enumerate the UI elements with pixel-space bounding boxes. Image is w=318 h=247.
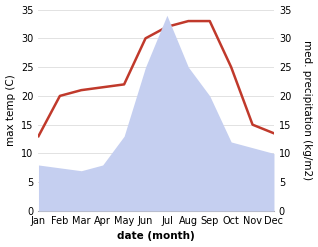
Y-axis label: max temp (C): max temp (C) xyxy=(5,74,16,146)
X-axis label: date (month): date (month) xyxy=(117,231,195,242)
Y-axis label: med. precipitation (kg/m2): med. precipitation (kg/m2) xyxy=(302,40,313,180)
